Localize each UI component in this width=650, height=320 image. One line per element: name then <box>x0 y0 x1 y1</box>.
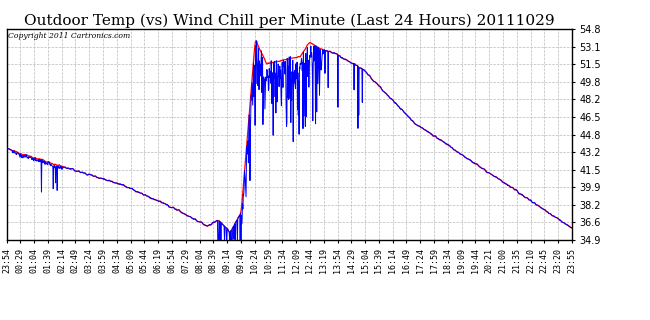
Title: Outdoor Temp (vs) Wind Chill per Minute (Last 24 Hours) 20111029: Outdoor Temp (vs) Wind Chill per Minute … <box>24 13 554 28</box>
Text: Copyright 2011 Cartronics.com: Copyright 2011 Cartronics.com <box>8 32 130 40</box>
